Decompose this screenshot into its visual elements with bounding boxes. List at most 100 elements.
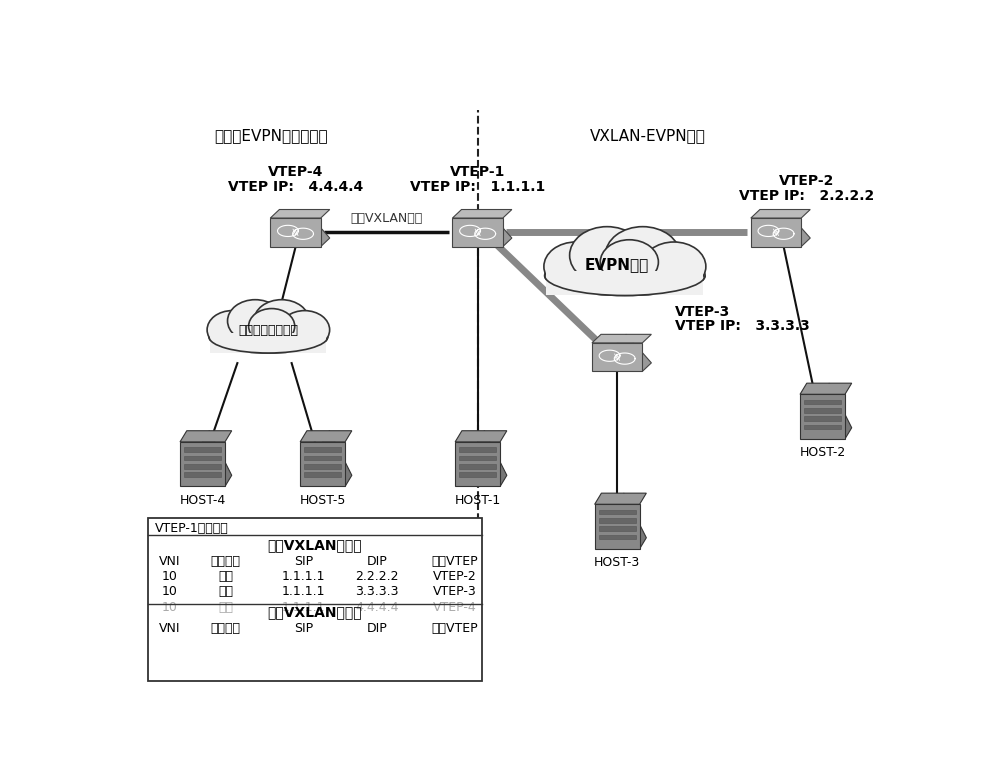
Text: VTEP-3: VTEP-3 bbox=[675, 304, 730, 319]
FancyBboxPatch shape bbox=[804, 425, 841, 429]
Polygon shape bbox=[592, 334, 651, 343]
Text: 动态: 动态 bbox=[218, 570, 233, 583]
FancyBboxPatch shape bbox=[546, 271, 703, 296]
FancyBboxPatch shape bbox=[800, 394, 845, 439]
FancyBboxPatch shape bbox=[459, 464, 496, 469]
Text: VTEP-2: VTEP-2 bbox=[433, 570, 476, 583]
Circle shape bbox=[249, 309, 295, 344]
Polygon shape bbox=[323, 431, 352, 486]
Text: HOST-4: HOST-4 bbox=[179, 494, 226, 507]
Polygon shape bbox=[270, 209, 330, 218]
FancyBboxPatch shape bbox=[184, 464, 221, 469]
Polygon shape bbox=[478, 431, 507, 486]
Text: 10: 10 bbox=[162, 585, 178, 598]
FancyBboxPatch shape bbox=[304, 447, 341, 452]
Text: 静态VXLAN隙道: 静态VXLAN隙道 bbox=[350, 212, 423, 225]
Text: 不支持EVPN的数据中心: 不支持EVPN的数据中心 bbox=[214, 128, 328, 144]
FancyBboxPatch shape bbox=[184, 472, 221, 477]
Circle shape bbox=[605, 227, 680, 284]
Polygon shape bbox=[296, 209, 330, 246]
Text: VTEP IP:   4.4.4.4: VTEP IP: 4.4.4.4 bbox=[228, 180, 363, 194]
Text: 动态: 动态 bbox=[218, 585, 233, 598]
FancyBboxPatch shape bbox=[304, 472, 341, 477]
Text: 数据中心内部网络: 数据中心内部网络 bbox=[238, 324, 298, 337]
Text: VTEP IP:   2.2.2.2: VTEP IP: 2.2.2.2 bbox=[739, 188, 875, 202]
FancyBboxPatch shape bbox=[804, 400, 841, 405]
Text: DIP: DIP bbox=[366, 621, 387, 635]
Text: 4.4.4.4: 4.4.4.4 bbox=[355, 601, 399, 614]
Ellipse shape bbox=[545, 256, 705, 296]
Polygon shape bbox=[776, 209, 810, 246]
FancyBboxPatch shape bbox=[595, 504, 640, 549]
Circle shape bbox=[280, 310, 330, 349]
FancyBboxPatch shape bbox=[184, 455, 221, 460]
FancyBboxPatch shape bbox=[804, 416, 841, 421]
Polygon shape bbox=[595, 493, 646, 504]
Polygon shape bbox=[822, 383, 852, 439]
Circle shape bbox=[254, 300, 309, 342]
FancyBboxPatch shape bbox=[459, 447, 496, 452]
Circle shape bbox=[642, 242, 706, 291]
FancyBboxPatch shape bbox=[599, 534, 636, 540]
Polygon shape bbox=[617, 334, 651, 371]
Text: VTEP-3: VTEP-3 bbox=[433, 585, 476, 598]
Text: VTEP-4: VTEP-4 bbox=[268, 165, 323, 179]
Text: 隙道类型: 隙道类型 bbox=[211, 554, 241, 567]
Text: 生效VXLAN隙道表: 生效VXLAN隙道表 bbox=[268, 539, 362, 553]
Text: HOST-5: HOST-5 bbox=[299, 494, 346, 507]
Text: VNI: VNI bbox=[159, 621, 181, 635]
FancyBboxPatch shape bbox=[300, 442, 345, 486]
Text: HOST-1: HOST-1 bbox=[454, 494, 501, 507]
FancyBboxPatch shape bbox=[804, 408, 841, 413]
Text: 10: 10 bbox=[162, 570, 178, 583]
Text: HOST-3: HOST-3 bbox=[594, 557, 640, 569]
Polygon shape bbox=[180, 431, 232, 442]
Polygon shape bbox=[455, 431, 507, 442]
Text: 1.1.1.1: 1.1.1.1 bbox=[282, 570, 325, 583]
Text: 隙道类型: 隙道类型 bbox=[211, 621, 241, 635]
FancyBboxPatch shape bbox=[599, 518, 636, 523]
Text: SIP: SIP bbox=[294, 554, 313, 567]
Polygon shape bbox=[751, 209, 810, 218]
FancyBboxPatch shape bbox=[304, 464, 341, 469]
Ellipse shape bbox=[209, 321, 328, 353]
Text: VTEP-2: VTEP-2 bbox=[779, 174, 835, 188]
FancyBboxPatch shape bbox=[180, 442, 225, 486]
Polygon shape bbox=[478, 209, 512, 246]
Text: 1.1.1.1: 1.1.1.1 bbox=[282, 601, 325, 614]
FancyBboxPatch shape bbox=[210, 334, 326, 353]
Text: 2.2.2.2: 2.2.2.2 bbox=[355, 570, 399, 583]
FancyBboxPatch shape bbox=[455, 442, 500, 486]
Text: 10: 10 bbox=[162, 601, 178, 614]
Text: 1.1.1.1: 1.1.1.1 bbox=[282, 585, 325, 598]
FancyBboxPatch shape bbox=[184, 447, 221, 452]
FancyBboxPatch shape bbox=[459, 472, 496, 477]
FancyBboxPatch shape bbox=[270, 218, 321, 246]
Text: 静态: 静态 bbox=[218, 601, 233, 614]
Polygon shape bbox=[617, 493, 646, 549]
Circle shape bbox=[207, 310, 257, 349]
Text: VTEP IP:   3.3.3.3: VTEP IP: 3.3.3.3 bbox=[675, 320, 810, 334]
Text: VTEP-1: VTEP-1 bbox=[450, 165, 505, 179]
Text: EVPN网络: EVPN网络 bbox=[585, 258, 649, 273]
Circle shape bbox=[600, 240, 658, 284]
Polygon shape bbox=[452, 209, 512, 218]
FancyBboxPatch shape bbox=[599, 510, 636, 514]
Text: 3.3.3.3: 3.3.3.3 bbox=[355, 585, 399, 598]
Text: VNI: VNI bbox=[159, 554, 181, 567]
FancyBboxPatch shape bbox=[751, 218, 801, 246]
Text: HOST-2: HOST-2 bbox=[799, 446, 846, 459]
Circle shape bbox=[570, 227, 644, 284]
Text: 连接VTEP: 连接VTEP bbox=[431, 554, 478, 567]
Text: SIP: SIP bbox=[294, 621, 313, 635]
Polygon shape bbox=[202, 431, 232, 486]
Circle shape bbox=[228, 300, 283, 342]
Text: 缓存VXLAN隙道表: 缓存VXLAN隙道表 bbox=[268, 606, 362, 620]
FancyBboxPatch shape bbox=[599, 527, 636, 531]
Text: VTEP-4: VTEP-4 bbox=[433, 601, 476, 614]
Text: DIP: DIP bbox=[366, 554, 387, 567]
Text: VXLAN-EVPN网络: VXLAN-EVPN网络 bbox=[590, 128, 706, 144]
Text: VTEP IP:   1.1.1.1: VTEP IP: 1.1.1.1 bbox=[410, 180, 545, 194]
FancyBboxPatch shape bbox=[592, 343, 642, 371]
Text: VTEP-1的隙道表: VTEP-1的隙道表 bbox=[154, 523, 228, 536]
